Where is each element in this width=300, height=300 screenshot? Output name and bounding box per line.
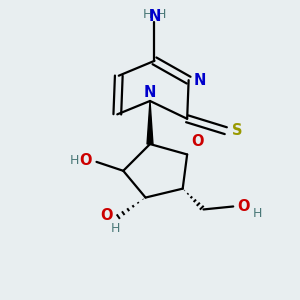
Text: H: H <box>111 222 121 235</box>
Text: N: N <box>144 85 156 100</box>
Text: H: H <box>253 207 262 220</box>
Text: S: S <box>232 123 242 138</box>
Text: O: O <box>192 134 204 149</box>
Text: H: H <box>157 8 167 21</box>
Text: O: O <box>100 208 112 224</box>
Text: O: O <box>80 153 92 168</box>
Text: H: H <box>70 154 79 167</box>
Text: O: O <box>238 199 250 214</box>
Text: H: H <box>142 8 152 21</box>
Polygon shape <box>147 101 153 144</box>
Text: N: N <box>194 73 206 88</box>
Text: N: N <box>148 9 160 24</box>
